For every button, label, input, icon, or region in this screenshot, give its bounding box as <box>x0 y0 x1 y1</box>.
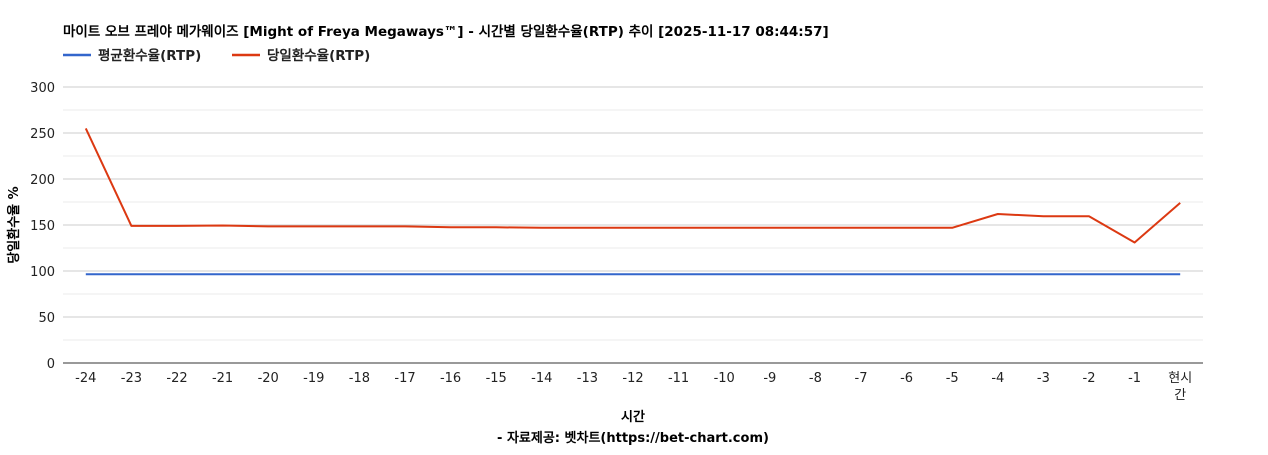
series-line-2 <box>84 127 1181 244</box>
x-tick-label: -24 <box>75 371 96 386</box>
x-tick-label: -1 <box>1128 371 1141 386</box>
x-tick-label: -12 <box>622 371 643 386</box>
x-tick-label: -5 <box>946 371 959 386</box>
x-tick-label: -15 <box>486 371 507 386</box>
y-tick-label: 200 <box>30 173 55 188</box>
x-axis: -24 -23 -22 -21 -20 -19 -18 -17 -16 -15 -14 -13 -12 -… <box>75 371 1192 403</box>
x-tick-label: -2 <box>1083 371 1096 386</box>
y-tick-label: 100 <box>30 265 55 280</box>
y-tick-label: 0 <box>47 357 55 372</box>
x-tick-label: -9 <box>763 371 776 386</box>
x-tick-label: -18 <box>349 371 370 386</box>
x-tick-label: -6 <box>900 371 913 386</box>
x-tick-label: -23 <box>121 371 142 386</box>
x-tick-label: -19 <box>303 371 324 386</box>
x-tick-label: -22 <box>166 371 187 386</box>
y-tick-label: 300 <box>30 81 55 96</box>
x-tick-label: -20 <box>258 371 279 386</box>
x-tick-label: -16 <box>440 371 461 386</box>
x-tick-label: 현시 간 <box>1168 371 1192 403</box>
source-note: - 자료제공: 벳차트(https://bet-chart.com) <box>497 430 769 446</box>
y-tick-label: 150 <box>30 219 55 234</box>
x-tick-label: -13 <box>577 371 598 386</box>
legend-label: 평균환수율(RTP) <box>98 47 201 64</box>
legend-label: 당일환수율(RTP) <box>267 47 370 64</box>
x-tick-label: -3 <box>1037 371 1050 386</box>
y-axis: 0 50 100 150 200 250 300 <box>30 81 55 372</box>
x-tick-label: -17 <box>394 371 415 386</box>
y-tick-label: 50 <box>38 311 55 326</box>
y-tick-label: 250 <box>30 127 55 142</box>
legend: 평균환수율(RTP) 당일환수율(RTP) <box>63 47 370 64</box>
x-tick-label: -4 <box>991 371 1004 386</box>
x-tick-label: -21 <box>212 371 233 386</box>
x-tick-label: -11 <box>668 371 689 386</box>
x-tick-label: -10 <box>714 371 735 386</box>
y-axis-label: 당일환수율 % <box>6 186 22 263</box>
chart-title: 마이트 오브 프레야 메가웨이즈 [Might of Freya Megaway… <box>63 23 829 40</box>
x-tick-label: -7 <box>855 371 868 386</box>
gridlines <box>63 86 1203 364</box>
x-tick-label: -8 <box>809 371 822 386</box>
series-lines <box>84 127 1181 276</box>
x-tick-label: -14 <box>531 371 552 386</box>
x-axis-label: 시간 <box>621 409 645 425</box>
